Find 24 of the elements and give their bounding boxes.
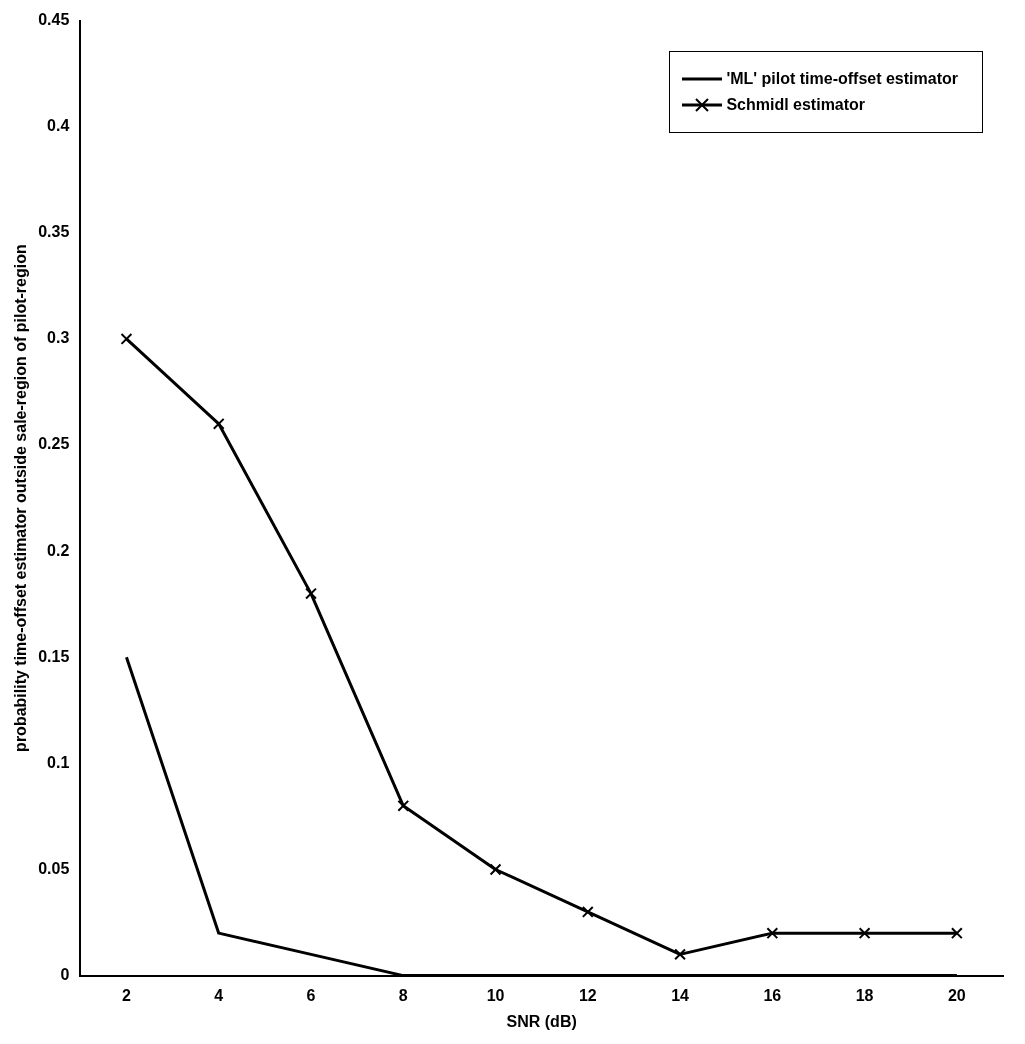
x-tick-label: 10 — [486, 986, 505, 1004]
y-tick-label: 0.05 — [38, 859, 70, 877]
x-tick-label: 18 — [855, 986, 874, 1004]
legend-label: 'ML' pilot time-offset estimator — [726, 69, 958, 88]
y-tick-label: 0 — [60, 966, 70, 984]
y-tick-label: 0.35 — [38, 223, 70, 241]
y-tick-label: 0.4 — [47, 117, 70, 135]
y-tick-label: 0.3 — [47, 329, 70, 347]
x-axis-title: SNR (dB) — [506, 1012, 577, 1030]
x-tick-label: 8 — [398, 986, 408, 1004]
y-tick-label: 0.45 — [38, 11, 70, 29]
x-tick-label: 4 — [214, 986, 224, 1004]
x-tick-label: 2 — [122, 986, 132, 1004]
x-tick-label: 12 — [578, 986, 597, 1004]
x-tick-label: 14 — [671, 986, 690, 1004]
x-tick-label: 20 — [947, 986, 966, 1004]
y-tick-label: 0.2 — [47, 541, 70, 559]
legend-label: Schmidl estimator — [726, 95, 866, 114]
y-tick-label: 0.25 — [38, 435, 70, 453]
x-tick-label: 16 — [763, 986, 782, 1004]
y-tick-label: 0.1 — [47, 753, 70, 771]
x-tick-label: 6 — [306, 986, 316, 1004]
y-axis-title: probability time-offset estimator outside sale-region of pilot-region — [12, 244, 30, 752]
y-tick-label: 0.15 — [38, 647, 70, 665]
